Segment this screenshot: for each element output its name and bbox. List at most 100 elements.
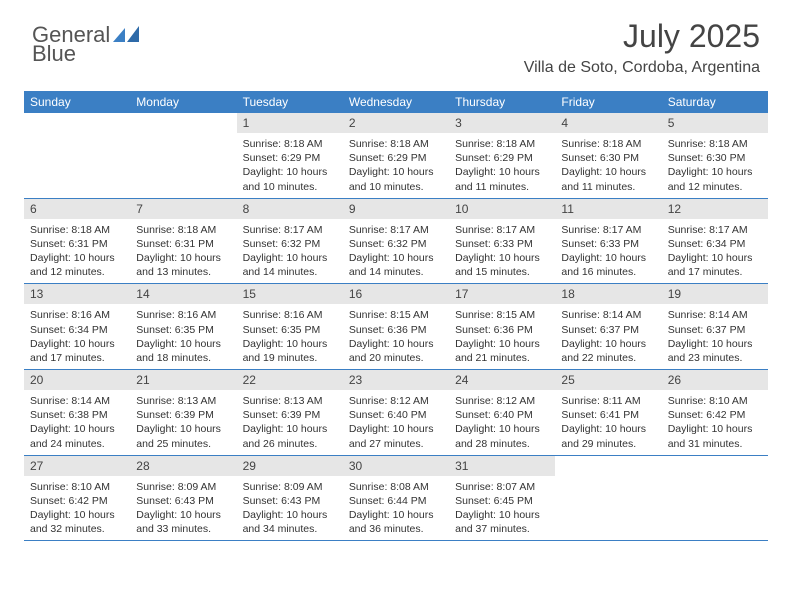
day-number: 9	[343, 199, 449, 219]
calendar-cell: 26Sunrise: 8:10 AMSunset: 6:42 PMDayligh…	[662, 370, 768, 456]
day-header: Wednesday	[343, 91, 449, 113]
calendar-cell	[24, 113, 130, 198]
day-number: 28	[130, 456, 236, 476]
calendar-cell: 14Sunrise: 8:16 AMSunset: 6:35 PMDayligh…	[130, 284, 236, 370]
day-number: 16	[343, 284, 449, 304]
day-details: Sunrise: 8:07 AMSunset: 6:45 PMDaylight:…	[449, 478, 555, 541]
day-number: 7	[130, 199, 236, 219]
day-number: 31	[449, 456, 555, 476]
calendar-cell: 27Sunrise: 8:10 AMSunset: 6:42 PMDayligh…	[24, 455, 130, 541]
day-number: 26	[662, 370, 768, 390]
page-title: July 2025	[524, 18, 760, 55]
day-details: Sunrise: 8:15 AMSunset: 6:36 PMDaylight:…	[343, 306, 449, 369]
calendar-cell: 24Sunrise: 8:12 AMSunset: 6:40 PMDayligh…	[449, 370, 555, 456]
calendar-week-row: 20Sunrise: 8:14 AMSunset: 6:38 PMDayligh…	[24, 370, 768, 456]
day-number: 13	[24, 284, 130, 304]
day-details: Sunrise: 8:13 AMSunset: 6:39 PMDaylight:…	[130, 392, 236, 455]
day-number: 14	[130, 284, 236, 304]
day-number: 5	[662, 113, 768, 133]
calendar-cell: 2Sunrise: 8:18 AMSunset: 6:29 PMDaylight…	[343, 113, 449, 198]
day-number: 8	[237, 199, 343, 219]
calendar-cell: 21Sunrise: 8:13 AMSunset: 6:39 PMDayligh…	[130, 370, 236, 456]
calendar-cell: 1Sunrise: 8:18 AMSunset: 6:29 PMDaylight…	[237, 113, 343, 198]
day-details: Sunrise: 8:18 AMSunset: 6:30 PMDaylight:…	[555, 135, 661, 198]
day-details: Sunrise: 8:17 AMSunset: 6:33 PMDaylight:…	[555, 221, 661, 284]
calendar-cell: 23Sunrise: 8:12 AMSunset: 6:40 PMDayligh…	[343, 370, 449, 456]
day-number: 15	[237, 284, 343, 304]
calendar-cell: 29Sunrise: 8:09 AMSunset: 6:43 PMDayligh…	[237, 455, 343, 541]
calendar-cell: 20Sunrise: 8:14 AMSunset: 6:38 PMDayligh…	[24, 370, 130, 456]
calendar-cell: 10Sunrise: 8:17 AMSunset: 6:33 PMDayligh…	[449, 198, 555, 284]
day-details: Sunrise: 8:18 AMSunset: 6:30 PMDaylight:…	[662, 135, 768, 198]
day-details: Sunrise: 8:18 AMSunset: 6:29 PMDaylight:…	[237, 135, 343, 198]
day-header: Monday	[130, 91, 236, 113]
day-details: Sunrise: 8:18 AMSunset: 6:29 PMDaylight:…	[343, 135, 449, 198]
calendar-body: 1Sunrise: 8:18 AMSunset: 6:29 PMDaylight…	[24, 113, 768, 541]
day-details: Sunrise: 8:14 AMSunset: 6:37 PMDaylight:…	[555, 306, 661, 369]
calendar-cell: 3Sunrise: 8:18 AMSunset: 6:29 PMDaylight…	[449, 113, 555, 198]
calendar-cell: 11Sunrise: 8:17 AMSunset: 6:33 PMDayligh…	[555, 198, 661, 284]
day-details: Sunrise: 8:18 AMSunset: 6:31 PMDaylight:…	[24, 221, 130, 284]
day-number: 17	[449, 284, 555, 304]
day-details: Sunrise: 8:15 AMSunset: 6:36 PMDaylight:…	[449, 306, 555, 369]
calendar-cell	[662, 455, 768, 541]
day-number: 6	[24, 199, 130, 219]
day-number: 1	[237, 113, 343, 133]
day-details: Sunrise: 8:12 AMSunset: 6:40 PMDaylight:…	[449, 392, 555, 455]
day-number: 27	[24, 456, 130, 476]
day-details: Sunrise: 8:14 AMSunset: 6:37 PMDaylight:…	[662, 306, 768, 369]
calendar-cell: 15Sunrise: 8:16 AMSunset: 6:35 PMDayligh…	[237, 284, 343, 370]
day-details: Sunrise: 8:10 AMSunset: 6:42 PMDaylight:…	[24, 478, 130, 541]
calendar-cell: 28Sunrise: 8:09 AMSunset: 6:43 PMDayligh…	[130, 455, 236, 541]
day-details: Sunrise: 8:13 AMSunset: 6:39 PMDaylight:…	[237, 392, 343, 455]
day-number: 12	[662, 199, 768, 219]
day-number: 24	[449, 370, 555, 390]
day-number: 4	[555, 113, 661, 133]
day-details: Sunrise: 8:11 AMSunset: 6:41 PMDaylight:…	[555, 392, 661, 455]
calendar-week-row: 27Sunrise: 8:10 AMSunset: 6:42 PMDayligh…	[24, 455, 768, 541]
day-details: Sunrise: 8:08 AMSunset: 6:44 PMDaylight:…	[343, 478, 449, 541]
location-text: Villa de Soto, Cordoba, Argentina	[524, 59, 760, 77]
calendar-table: SundayMondayTuesdayWednesdayThursdayFrid…	[24, 91, 768, 541]
day-number: 19	[662, 284, 768, 304]
day-number: 29	[237, 456, 343, 476]
calendar-cell: 7Sunrise: 8:18 AMSunset: 6:31 PMDaylight…	[130, 198, 236, 284]
calendar-cell: 18Sunrise: 8:14 AMSunset: 6:37 PMDayligh…	[555, 284, 661, 370]
day-details: Sunrise: 8:17 AMSunset: 6:32 PMDaylight:…	[237, 221, 343, 284]
day-number: 10	[449, 199, 555, 219]
day-number: 30	[343, 456, 449, 476]
day-number: 11	[555, 199, 661, 219]
calendar-cell: 19Sunrise: 8:14 AMSunset: 6:37 PMDayligh…	[662, 284, 768, 370]
day-details: Sunrise: 8:17 AMSunset: 6:32 PMDaylight:…	[343, 221, 449, 284]
day-details: Sunrise: 8:09 AMSunset: 6:43 PMDaylight:…	[130, 478, 236, 541]
day-details: Sunrise: 8:16 AMSunset: 6:35 PMDaylight:…	[237, 306, 343, 369]
calendar-cell: 4Sunrise: 8:18 AMSunset: 6:30 PMDaylight…	[555, 113, 661, 198]
calendar-cell: 5Sunrise: 8:18 AMSunset: 6:30 PMDaylight…	[662, 113, 768, 198]
day-header: Sunday	[24, 91, 130, 113]
calendar-cell: 31Sunrise: 8:07 AMSunset: 6:45 PMDayligh…	[449, 455, 555, 541]
day-header: Tuesday	[237, 91, 343, 113]
calendar-cell: 6Sunrise: 8:18 AMSunset: 6:31 PMDaylight…	[24, 198, 130, 284]
calendar-cell: 9Sunrise: 8:17 AMSunset: 6:32 PMDaylight…	[343, 198, 449, 284]
calendar-week-row: 1Sunrise: 8:18 AMSunset: 6:29 PMDaylight…	[24, 113, 768, 198]
logo-sail-icon	[113, 26, 139, 42]
day-number: 25	[555, 370, 661, 390]
day-number: 18	[555, 284, 661, 304]
day-header: Thursday	[449, 91, 555, 113]
calendar-cell: 16Sunrise: 8:15 AMSunset: 6:36 PMDayligh…	[343, 284, 449, 370]
day-number: 2	[343, 113, 449, 133]
day-number: 23	[343, 370, 449, 390]
day-details: Sunrise: 8:09 AMSunset: 6:43 PMDaylight:…	[237, 478, 343, 541]
calendar-cell: 22Sunrise: 8:13 AMSunset: 6:39 PMDayligh…	[237, 370, 343, 456]
day-details: Sunrise: 8:14 AMSunset: 6:38 PMDaylight:…	[24, 392, 130, 455]
day-number: 21	[130, 370, 236, 390]
day-number: 22	[237, 370, 343, 390]
calendar-week-row: 13Sunrise: 8:16 AMSunset: 6:34 PMDayligh…	[24, 284, 768, 370]
day-details: Sunrise: 8:10 AMSunset: 6:42 PMDaylight:…	[662, 392, 768, 455]
day-details: Sunrise: 8:18 AMSunset: 6:29 PMDaylight:…	[449, 135, 555, 198]
calendar-week-row: 6Sunrise: 8:18 AMSunset: 6:31 PMDaylight…	[24, 198, 768, 284]
calendar-header-row: SundayMondayTuesdayWednesdayThursdayFrid…	[24, 91, 768, 113]
calendar-cell: 25Sunrise: 8:11 AMSunset: 6:41 PMDayligh…	[555, 370, 661, 456]
logo: General Blue	[32, 24, 139, 65]
logo-text-wrap: General Blue	[32, 24, 139, 65]
